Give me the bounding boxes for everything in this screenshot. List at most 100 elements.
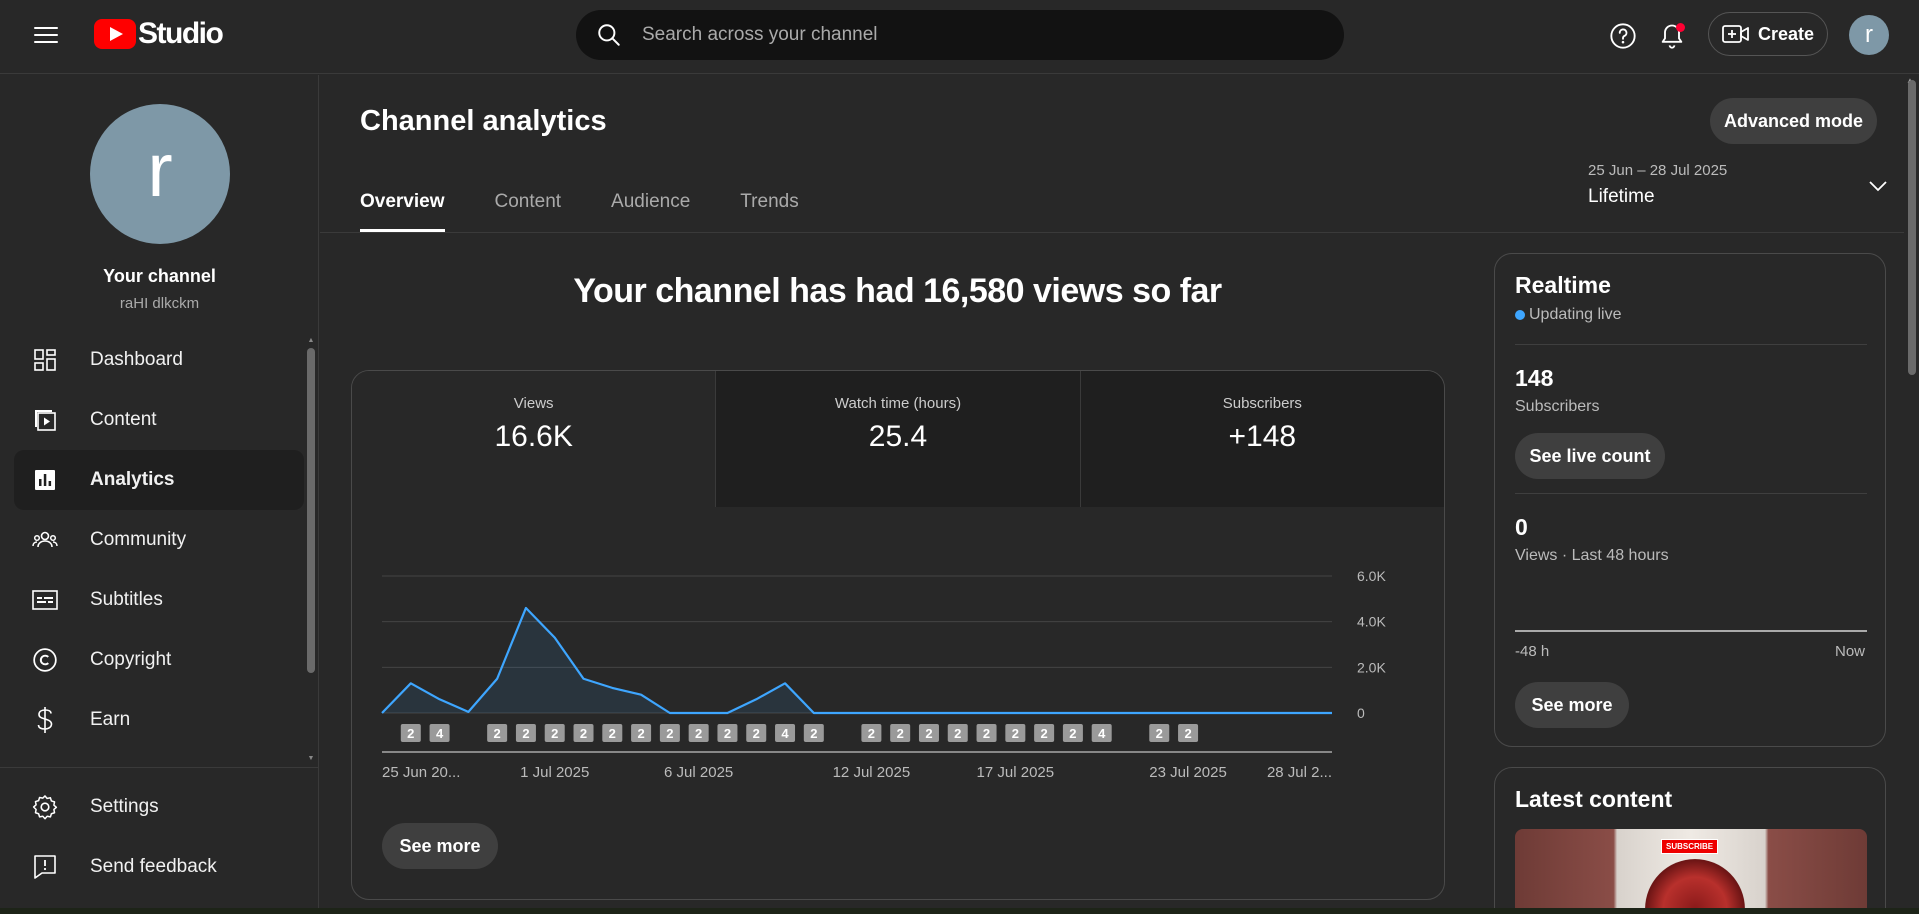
upload-marker xyxy=(659,724,680,742)
sidebar-item-community[interactable]: Community xyxy=(14,510,304,570)
live-dot-icon xyxy=(1515,310,1525,320)
x-tick-label: 6 Jul 2025 xyxy=(664,764,733,781)
upload-marker xyxy=(573,724,594,742)
search-bar[interactable] xyxy=(576,10,1344,60)
sidebar-item-label: Copyright xyxy=(90,649,172,670)
see-more-button[interactable]: See more xyxy=(382,823,498,869)
upload-marker xyxy=(631,724,652,742)
upload-marker xyxy=(400,724,421,742)
x-tick-label: 17 Jul 2025 xyxy=(977,764,1055,781)
upload-marker xyxy=(861,724,882,742)
realtime-subscribers-value: 148 xyxy=(1515,365,1554,391)
thumbnail-bowl-image xyxy=(1645,859,1745,914)
sidebar-scroll-down-icon[interactable]: ▼ xyxy=(307,755,315,762)
upload-marker xyxy=(1005,724,1026,742)
upload-marker-count: 2 xyxy=(983,726,990,741)
create-video-icon xyxy=(1722,25,1749,43)
upload-marker-count: 2 xyxy=(609,726,616,741)
upload-marker xyxy=(1178,724,1199,742)
upload-marker xyxy=(976,724,997,742)
upload-marker xyxy=(1091,724,1112,742)
sidebar-item-settings[interactable]: Settings xyxy=(14,777,304,837)
metric-subscribers[interactable]: Subscribers +148 xyxy=(1079,371,1444,507)
menu-icon[interactable] xyxy=(30,20,64,50)
feedback-icon xyxy=(30,852,60,882)
notification-bell-icon[interactable] xyxy=(1654,18,1690,54)
tab-audience[interactable]: Audience xyxy=(611,191,691,212)
sidebar-scroll-up-icon[interactable]: ▲ xyxy=(307,337,315,344)
metric-tabs: Views 16.6K Watch time (hours) 25.4 Subs… xyxy=(352,371,1444,507)
realtime-see-more-button[interactable]: See more xyxy=(1515,682,1629,728)
tab-trends[interactable]: Trends xyxy=(740,191,799,212)
date-range-label: Lifetime xyxy=(1588,186,1655,207)
search-input[interactable] xyxy=(642,24,1292,46)
main-scrollbar[interactable] xyxy=(1908,80,1916,375)
realtime-views-label: Views · Last 48 hours xyxy=(1515,547,1669,564)
settings-icon xyxy=(30,792,60,822)
create-button[interactable]: Create xyxy=(1708,12,1828,56)
sidebar-item-earn[interactable]: Earn xyxy=(14,690,304,750)
realtime-chart-axis xyxy=(1515,630,1867,632)
upload-marker-count: 2 xyxy=(695,726,702,741)
metric-value: 16.6K xyxy=(494,420,573,453)
sidebar-item-label: Analytics xyxy=(90,469,175,490)
upload-marker-count: 2 xyxy=(407,726,414,741)
views-chart[interactable]: 6.0K 4.0K 2.0K 0 2 4 2 2 2 2 2 2 2 2 2 2 4 2 2 2 2 2 2 2 2 2 4 2 2 25… xyxy=(352,371,1445,900)
sidebar-item-dashboard[interactable]: Dashboard xyxy=(14,330,304,390)
latest-content-thumbnail[interactable]: SUBSCRIBE xyxy=(1515,829,1867,914)
sidebar-item-label: Earn xyxy=(90,709,131,730)
see-live-count-button[interactable]: See live count xyxy=(1515,433,1665,479)
analytics-tabs: Overview Content Audience Trends xyxy=(360,178,849,232)
upload-marker-count: 4 xyxy=(436,726,444,741)
sidebar-item-copyright[interactable]: Copyright xyxy=(14,630,304,690)
account-avatar[interactable]: r xyxy=(1849,15,1889,55)
sidebar-bottom-nav: Settings Send feedback xyxy=(14,777,304,897)
metric-views[interactable]: Views 16.6K xyxy=(352,371,716,507)
upload-marker-count: 2 xyxy=(1156,726,1163,741)
views-headline: Your channel has had 16,580 views so far xyxy=(573,272,1222,310)
upload-marker xyxy=(429,724,450,742)
tab-overview[interactable]: Overview xyxy=(360,178,445,232)
upload-marker xyxy=(602,724,623,742)
latest-content-title: Latest content xyxy=(1515,786,1673,812)
tab-content[interactable]: Content xyxy=(494,191,562,212)
upload-marker xyxy=(1034,724,1055,742)
realtime-axis-start: -48 h xyxy=(1515,643,1550,660)
realtime-divider xyxy=(1515,493,1867,494)
y-tick-label: 0 xyxy=(1357,705,1365,721)
channel-title: Your channel xyxy=(103,266,216,286)
sidebar-item-label: Content xyxy=(90,409,157,430)
studio-logo[interactable]: Studio xyxy=(94,14,224,54)
help-icon[interactable] xyxy=(1605,18,1641,54)
metric-watch-time[interactable]: Watch time (hours) 25.4 xyxy=(715,371,1080,507)
x-tick-label: 23 Jul 2025 xyxy=(1149,764,1227,781)
upload-marker-count: 2 xyxy=(637,726,644,741)
metric-label: Views xyxy=(513,395,554,412)
dashboard-icon xyxy=(30,345,60,375)
sidebar-item-subtitles[interactable]: Subtitles xyxy=(14,570,304,630)
youtube-logo-icon xyxy=(94,19,136,49)
realtime-divider xyxy=(1515,344,1867,345)
upload-marker xyxy=(487,724,508,742)
sidebar-item-label: Send feedback xyxy=(90,856,217,877)
x-tick-label: 12 Jul 2025 xyxy=(833,764,911,781)
upload-marker-count: 2 xyxy=(522,726,529,741)
sidebar-scrollbar[interactable] xyxy=(307,348,315,673)
realtime-status-text: Updating live xyxy=(1529,306,1622,323)
realtime-card: Realtime Updating live 148 Subscribers S… xyxy=(1494,253,1886,747)
upload-marker xyxy=(544,724,565,742)
upload-marker xyxy=(803,724,824,742)
upload-marker-count: 4 xyxy=(1098,726,1106,741)
realtime-axis-end: Now xyxy=(1834,643,1865,660)
sidebar-item-send-feedback[interactable]: Send feedback xyxy=(14,837,304,897)
subtitles-icon xyxy=(30,585,60,615)
upload-marker-count: 2 xyxy=(897,726,904,741)
upload-marker-count: 2 xyxy=(810,726,817,741)
sidebar-item-content[interactable]: Content xyxy=(14,390,304,450)
channel-avatar[interactable]: r xyxy=(90,104,230,244)
advanced-mode-button[interactable]: Advanced mode xyxy=(1710,98,1877,144)
date-range-selector[interactable]: 25 Jun – 28 Jul 2025 Lifetime xyxy=(1588,162,1888,222)
upload-marker-count: 2 xyxy=(724,726,731,741)
sidebar-item-analytics[interactable]: Analytics xyxy=(14,450,304,510)
upload-marker xyxy=(515,724,536,742)
